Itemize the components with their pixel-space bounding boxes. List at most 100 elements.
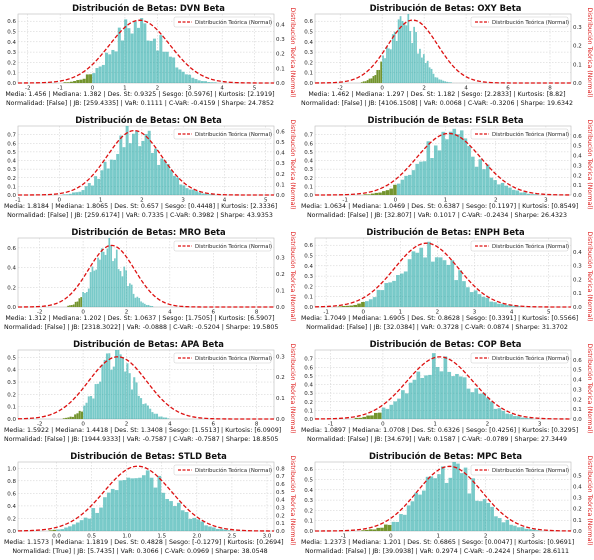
histogram-bar <box>367 194 371 195</box>
histogram-bar <box>385 408 390 419</box>
chart-svg: -1 0 1 2 3 0.0 0.1 0.2 0.3 0.4 0.5 0.6 0.0 0.1 0.2 0.3 0… <box>304 456 594 546</box>
histogram-bar <box>82 78 86 83</box>
histogram-bar <box>162 417 165 419</box>
y-tick-label: 0.4 <box>304 383 313 389</box>
histogram-bar <box>182 185 186 195</box>
histogram-bar <box>372 76 375 83</box>
histogram-bar <box>104 254 107 307</box>
histogram-bar <box>114 258 116 307</box>
stats-line-1: Media: 1.312 | Mediana: 1.202 | Des. St:… <box>5 315 275 322</box>
y2-tick-label: 0.4 <box>573 378 582 384</box>
y-tick-label: 0.6 <box>304 243 313 249</box>
histogram-bar <box>362 81 365 83</box>
normal-curve-line <box>18 244 274 308</box>
legend: Distribución Teórica (Normal) <box>173 352 272 364</box>
histogram-bar <box>184 512 189 531</box>
histogram-bar <box>422 161 427 195</box>
histogram-bar <box>421 57 423 83</box>
histogram-bar <box>431 353 436 419</box>
y2-tick-label: 0.3 <box>276 256 285 262</box>
histogram-bar <box>421 490 426 531</box>
chart-title: Distribución de Betas: APA Beta <box>73 339 224 349</box>
histogram-bar <box>200 521 204 531</box>
histogram-bar <box>360 82 363 83</box>
histogram-bar <box>85 292 88 307</box>
histogram-bar <box>119 135 123 195</box>
y-tick-label: 0.5 <box>7 355 16 361</box>
stats-line-2: Normalidad: [False] | JB: [2318.3022] | … <box>4 324 279 331</box>
histogram-bar <box>136 296 139 307</box>
x-tick-label: -2 <box>37 422 42 428</box>
normal-curve-line <box>18 19 274 84</box>
histogram-bar <box>364 81 367 83</box>
histogram-bar <box>117 27 121 83</box>
histogram-bar <box>89 272 92 307</box>
histogram-bar <box>475 500 479 531</box>
histogram-bar <box>489 301 494 307</box>
y-tick-label: 0.3 <box>304 50 313 56</box>
histogram-bar <box>471 156 475 195</box>
histogram-bar <box>108 54 112 83</box>
y2-tick-label: 0.0 <box>573 529 582 535</box>
histogram-bar <box>67 305 69 307</box>
histogram-bar <box>424 375 428 419</box>
histogram-bar <box>184 74 188 83</box>
histogram-bar <box>223 529 228 531</box>
histogram-bar <box>454 280 459 307</box>
histogram-bar <box>60 529 64 531</box>
y2-tick-label: 0.2 <box>573 397 582 403</box>
histogram-bar <box>76 301 79 307</box>
histogram-bar <box>519 192 523 195</box>
histogram-bar <box>112 366 115 419</box>
histogram-bar <box>486 397 490 419</box>
stats-line-2: Normalidad: [False] | JB: [34.679] | VaR… <box>306 436 568 443</box>
histogram-bar <box>423 257 427 307</box>
chart-panel: -2 0 2 4 6 8 0.0 0.2 0.4 0.6 0.0 0.1 0.2 0.3 Distribuc… <box>0 224 297 336</box>
chart-svg: -1 0 1 2 3 4 5 0.0 0.1 0.2 0.3 0.4 0.5 0.6 0.7 0.0 0.1 0.… <box>7 120 297 210</box>
x-tick-label: 4 <box>220 86 224 92</box>
histogram-bar <box>105 52 109 83</box>
histogram-bar <box>160 158 164 195</box>
histogram-bar <box>87 288 90 307</box>
histogram-bar <box>207 194 211 195</box>
chart-panel: -2 0 2 4 6 8 0.0 0.1 0.2 0.3 0.4 0.5 0.0 0.1 0.2 0.3 Dis… <box>0 336 297 448</box>
y2-tick-label: 0.3 <box>573 387 582 393</box>
y-tick-label: 0.5 <box>304 478 313 484</box>
y-tick-label: 0.2 <box>7 516 16 522</box>
y2-tick-label: 0.3 <box>573 496 582 502</box>
histogram-bar <box>207 82 211 83</box>
histogram-bar <box>95 269 98 307</box>
chart-svg: -1 0 1 2 3 0.0 0.1 0.2 0.3 0.4 0.5 0.6 0.7 0.0 0.1 0.2 0… <box>304 344 594 434</box>
histogram-bar <box>462 281 466 307</box>
histogram-bar <box>490 506 494 531</box>
histogram-bar <box>219 528 224 531</box>
histogram-bar <box>404 393 409 419</box>
histogram-bar <box>143 303 146 307</box>
histogram-bar <box>440 79 443 83</box>
legend-label: Distribución Teórica (Normal) <box>195 131 272 138</box>
y-tick-label: 0.1 <box>7 405 16 411</box>
histogram-bar <box>80 297 83 307</box>
histogram-bar <box>477 294 482 307</box>
y-tick-label: 0.5 <box>7 30 16 36</box>
histogram-bar <box>163 160 167 195</box>
y-tick-label: 0.1 <box>304 184 313 190</box>
normal-curve-line <box>314 19 571 84</box>
histogram-bar <box>528 529 532 531</box>
histogram-bar <box>524 417 529 419</box>
histogram-bar <box>179 184 183 195</box>
chart-svg: -1 0 1 2 3 4 5 0.0 0.1 0.2 0.3 0.4 0.5 0.6 0.0 0.1 0.2 0.… <box>304 232 594 322</box>
x-tick-label: 0 <box>380 86 384 92</box>
stats-line-2: Normalidad: [False] | JB: [4106.1508] | … <box>301 100 574 107</box>
histogram-bar <box>466 388 471 419</box>
histogram-bar <box>188 518 193 531</box>
y2-tick-label: 0.3 <box>276 37 285 43</box>
x-tick-label: -2 <box>25 86 30 92</box>
histogram-bar <box>101 364 104 419</box>
histogram-bar <box>474 166 479 195</box>
histogram-bar <box>105 353 109 419</box>
histogram-bar <box>384 283 389 307</box>
histogram-bar <box>172 175 176 195</box>
x-tick-label: 1 <box>437 534 441 540</box>
stats-line-2: Normalidad: [False] | JB: [1944.9333] | … <box>4 436 279 443</box>
